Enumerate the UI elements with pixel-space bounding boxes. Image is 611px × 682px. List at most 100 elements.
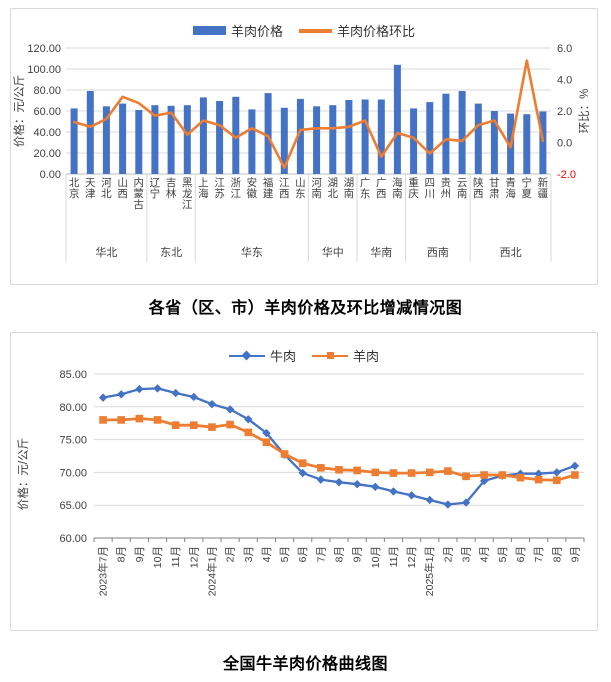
svg-text:10月: 10月 <box>152 546 164 568</box>
beef-line-swatch-icon <box>228 350 265 361</box>
svg-text:4月: 4月 <box>261 546 273 562</box>
svg-text:吉林: 吉林 <box>166 177 177 200</box>
svg-text:2024年1月: 2024年1月 <box>205 546 218 596</box>
svg-text:西南: 西南 <box>427 246 449 259</box>
svg-text:重庆: 重庆 <box>408 176 419 200</box>
svg-text:天津: 天津 <box>85 177 96 200</box>
svg-text:60.00: 60.00 <box>33 106 61 118</box>
svg-text:0.0: 0.0 <box>557 138 572 150</box>
svg-text:河南: 河南 <box>311 177 322 200</box>
svg-text:华南: 华南 <box>370 245 392 259</box>
legend-item-beef: 牛肉 <box>228 346 296 365</box>
right-axis-title: 环比：% <box>578 89 591 134</box>
svg-text:65.00: 65.00 <box>59 500 87 512</box>
svg-text:100.00: 100.00 <box>27 64 61 76</box>
svg-text:0.00: 0.00 <box>40 169 61 181</box>
svg-text:安徽: 安徽 <box>247 176 258 200</box>
provincial-chart-legend: 羊肉价格 羊肉价格环比 <box>11 21 597 40</box>
legend-label-beef: 牛肉 <box>269 349 296 364</box>
svg-text:四川: 四川 <box>425 177 436 200</box>
svg-text:湖北: 湖北 <box>328 177 339 200</box>
legend-label-mutton: 羊肉 <box>353 349 380 364</box>
svg-text:陕西: 陕西 <box>473 176 484 200</box>
mutton-line-swatch-icon <box>312 350 348 361</box>
svg-text:云南: 云南 <box>457 177 468 200</box>
svg-text:6.0: 6.0 <box>557 43 572 55</box>
svg-text:山西: 山西 <box>117 177 128 200</box>
svg-text:8月: 8月 <box>334 546 346 562</box>
bar-swatch-icon <box>192 26 226 35</box>
legend-item-mutton: 羊肉 <box>312 346 379 365</box>
svg-text:9月: 9月 <box>569 546 581 562</box>
left-axis-ticks: 120.00 100.00 80.00 60.00 40.00 20.00 0.00 <box>27 43 61 181</box>
provincial-chart-title: 各省（区、市）羊肉价格及环比增减情况图 <box>148 300 463 317</box>
svg-text:2.0: 2.0 <box>557 106 572 118</box>
svg-text:3月: 3月 <box>243 546 255 562</box>
svg-text:3月: 3月 <box>461 546 473 562</box>
svg-text:60.00: 60.00 <box>59 533 87 545</box>
x-axis-labels: 2023年7月 8月 9月 10月 11月 12月 2024年1月 2月 3月 4月 5月 6月 7月 8… <box>97 546 582 596</box>
svg-text:40.00: 40.00 <box>33 127 61 139</box>
svg-text:内蒙古: 内蒙古 <box>134 176 145 211</box>
legend-item-mutton-mom: 羊肉价格环比 <box>299 21 415 40</box>
legend-item-mutton-price: 羊肉价格 <box>192 21 283 40</box>
svg-text:11月: 11月 <box>170 546 182 567</box>
mutton-price-bars <box>70 64 547 175</box>
provincial-chart-panel: 羊肉价格 羊肉价格环比 120.00 100.00 80.00 60.00 40.00 2… <box>10 8 598 285</box>
national-chart-legend: 牛肉 羊肉 <box>11 346 597 365</box>
svg-text:80.00: 80.00 <box>33 85 61 97</box>
svg-text:华北: 华北 <box>95 245 117 259</box>
svg-text:20.00: 20.00 <box>33 148 61 160</box>
mom-change-line <box>72 59 545 169</box>
square-marker-icon <box>326 352 334 359</box>
svg-text:江苏: 江苏 <box>214 177 225 200</box>
svg-text:4月: 4月 <box>479 546 491 562</box>
svg-text:8月: 8月 <box>116 546 128 562</box>
svg-text:海南: 海南 <box>392 176 403 200</box>
left-axis-title: 价格：元/公斤 <box>12 75 26 147</box>
svg-text:85.00: 85.00 <box>59 369 87 381</box>
beef-series <box>98 384 580 509</box>
svg-text:12月: 12月 <box>406 546 418 568</box>
national-chart-panel: 牛肉 羊肉 85.00 80.00 75.00 70.00 65.00 60.00 2023… <box>10 332 598 631</box>
svg-text:8月: 8月 <box>551 546 563 562</box>
svg-text:2月: 2月 <box>442 546 454 562</box>
svg-text:湖南: 湖南 <box>344 177 355 200</box>
gridlines <box>94 373 584 539</box>
svg-text:广东: 广东 <box>360 177 371 200</box>
line-swatch-icon <box>299 28 332 33</box>
svg-text:2月: 2月 <box>225 546 237 562</box>
x-axis-ticks <box>93 538 585 542</box>
svg-text:6月: 6月 <box>515 546 527 562</box>
svg-text:山东: 山东 <box>295 177 306 200</box>
svg-text:北京: 北京 <box>69 177 80 200</box>
svg-text:华东: 华东 <box>241 245 263 259</box>
svg-text:11月: 11月 <box>388 546 400 567</box>
svg-text:75.00: 75.00 <box>59 435 87 447</box>
svg-text:河北: 河北 <box>101 177 112 200</box>
svg-text:4.0: 4.0 <box>557 75 572 87</box>
svg-text:辽宁: 辽宁 <box>150 177 161 200</box>
svg-text:新疆: 新疆 <box>538 176 549 200</box>
svg-text:9月: 9月 <box>352 546 364 562</box>
svg-text:东北: 东北 <box>160 246 182 259</box>
legend-label-mutton-price: 羊肉价格 <box>230 24 283 39</box>
svg-text:2025年1月: 2025年1月 <box>423 546 436 596</box>
svg-text:5月: 5月 <box>497 546 509 562</box>
svg-text:甘肃: 甘肃 <box>489 176 500 200</box>
svg-text:上海: 上海 <box>198 177 209 200</box>
svg-text:-2.0: -2.0 <box>557 169 576 181</box>
national-chart-title: 全国牛羊肉价格曲线图 <box>222 656 388 673</box>
y-axis-ticks: 85.00 80.00 75.00 70.00 65.00 60.00 <box>59 369 87 545</box>
svg-text:青海: 青海 <box>505 176 516 200</box>
svg-text:70.00: 70.00 <box>59 467 87 479</box>
svg-text:华中: 华中 <box>322 245 344 259</box>
svg-text:7月: 7月 <box>315 546 327 562</box>
svg-text:10月: 10月 <box>370 546 382 568</box>
svg-text:西北: 西北 <box>500 246 522 259</box>
svg-text:12月: 12月 <box>188 546 200 568</box>
svg-text:6月: 6月 <box>297 546 309 562</box>
national-price-chart: 85.00 80.00 75.00 70.00 65.00 60.00 2023年7月 8月 9… <box>16 369 585 596</box>
svg-text:7月: 7月 <box>533 546 545 562</box>
